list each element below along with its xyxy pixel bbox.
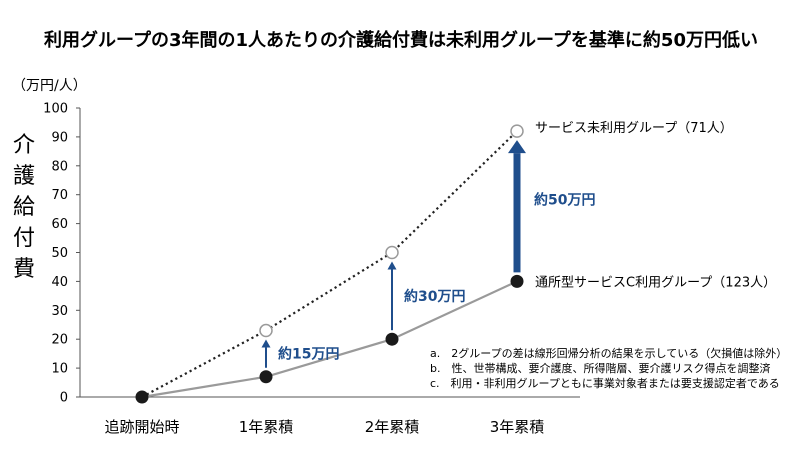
x-ticks: 追跡開始時 1年累積 2年累積 3年累積: [104, 418, 544, 436]
series-group: [135, 124, 524, 404]
footnote: b. 性、世帯構成、要介護度、所得階層、要介護リスク得点を調整済: [430, 361, 770, 375]
annotations-group: 約15万円 約30万円 約50万円: [261, 140, 595, 368]
series-label-unused: サービス未利用グループ（71人）: [535, 121, 733, 136]
series-line-dotted: [141, 130, 518, 398]
data-point-filled: [385, 332, 399, 346]
y-ticks: 0 10 20 30 40 50 60 70 80 90 100: [43, 102, 80, 406]
y-axis-label: 介護給付費: [13, 133, 35, 282]
x-tick-label: 1年累積: [239, 418, 294, 436]
y-tick-label: 10: [51, 362, 68, 377]
difference-label: 約50万円: [534, 191, 595, 208]
data-point-open: [385, 245, 399, 260]
x-tick-label: 3年累積: [490, 418, 545, 436]
footnote: a. 2グループの差は線形回帰分析の結果を示している（欠損値は除外）: [430, 346, 787, 360]
footnotes: a. 2グループの差は線形回帰分析の結果を示している（欠損値は除外）b. 性、世…: [430, 346, 787, 390]
y-tick-label: 100: [43, 102, 68, 117]
footnote: c. 利用・非利用グループともに事業対象者または要支援認定者である: [430, 376, 780, 390]
y-axis-title: 介護給付費: [13, 133, 35, 282]
y-tick-label: 20: [51, 333, 68, 348]
chart-title: 利用グループの3年間の1人あたりの介護給付費は未利用グループを基準に約50万円低…: [44, 29, 758, 51]
x-tick-label: 追跡開始時: [104, 418, 179, 436]
x-tick-label: 2年累積: [365, 418, 420, 436]
y-tick-label: 0: [60, 391, 68, 406]
difference-label: 約15万円: [278, 346, 339, 363]
y-unit-label: （万円/人）: [12, 78, 87, 94]
y-tick-label: 50: [51, 246, 68, 261]
difference-arrow-head: [261, 339, 271, 348]
y-tick-label: 60: [51, 217, 68, 232]
difference-label: 約30万円: [404, 288, 465, 305]
difference-arrow-head: [387, 261, 397, 270]
data-point-filled: [135, 390, 149, 404]
data-point-open: [510, 124, 524, 138]
series-label-used: 通所型サービスC利用グループ（123人）: [535, 275, 776, 290]
y-tick-label: 80: [51, 159, 68, 174]
data-point-filled: [510, 274, 524, 288]
y-tick-label: 30: [51, 304, 68, 319]
data-point-open: [259, 323, 273, 338]
series-labels: サービス未利用グループ（71人） 通所型サービスC利用グループ（123人）: [535, 121, 776, 290]
y-tick-label: 70: [51, 188, 68, 203]
y-tick-label: 40: [51, 275, 68, 290]
y-tick-label: 90: [51, 130, 68, 145]
series-line-solid: [141, 280, 518, 399]
data-point-filled: [259, 370, 273, 384]
difference-arrow-head: [508, 140, 526, 154]
